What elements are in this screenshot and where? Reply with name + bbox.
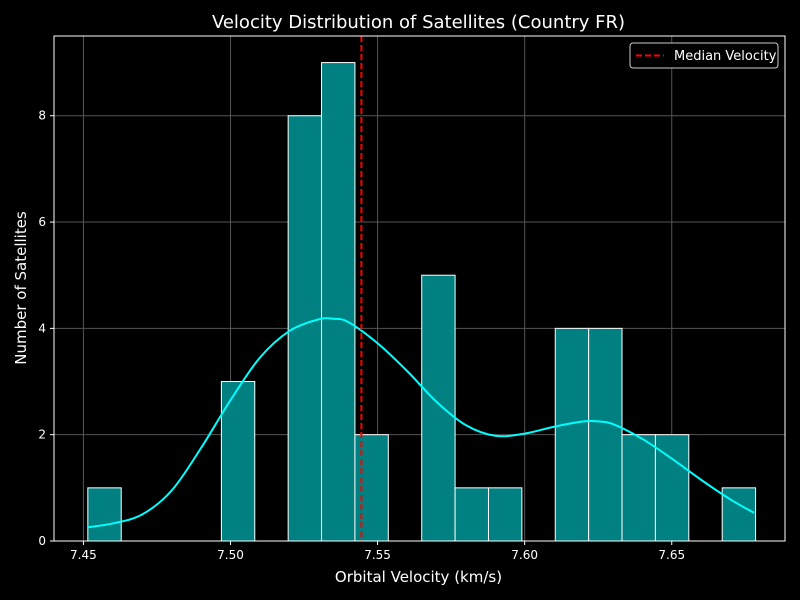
x-axis-label: Orbital Velocity (km/s) <box>335 568 502 586</box>
y-tick-label: 8 <box>38 109 46 123</box>
legend: Median Velocity <box>629 42 779 69</box>
x-tick-label: 7.65 <box>658 548 685 562</box>
y-tick-label: 4 <box>38 321 46 335</box>
histogram-bar <box>87 487 122 542</box>
x-tick-label: 7.50 <box>217 548 244 562</box>
plot-frame <box>53 35 786 542</box>
histogram-bar <box>721 487 757 542</box>
legend-box <box>629 42 779 69</box>
ticks-layer: 7.45 7.50 7.55 7.60 7.65 0 2 4 6 8 <box>38 109 685 562</box>
y-tick-label: 0 <box>38 534 46 548</box>
histogram-bar <box>487 487 523 542</box>
histogram-bar <box>454 487 489 542</box>
chart-title: Velocity Distribution of Satellites (Cou… <box>212 12 625 33</box>
histogram-bar <box>321 62 356 542</box>
kde-layer <box>87 317 755 529</box>
kde-curve <box>87 317 755 529</box>
histogram-bar <box>621 434 656 542</box>
legend-median-label: Median Velocity <box>674 49 777 64</box>
histogram-bar <box>287 115 323 542</box>
x-tick-label: 7.55 <box>364 548 391 562</box>
histogram-bar <box>588 327 623 542</box>
x-tick-label: 7.45 <box>70 548 97 562</box>
y-tick-label: 6 <box>38 215 46 229</box>
bars-layer <box>87 62 757 542</box>
histogram-bar <box>354 434 389 542</box>
y-tick-label: 2 <box>38 428 46 442</box>
histogram-bar <box>554 327 590 542</box>
y-axis-label: Number of Satellites <box>12 211 30 365</box>
x-tick-label: 7.60 <box>511 548 538 562</box>
histogram-bar <box>421 274 456 542</box>
